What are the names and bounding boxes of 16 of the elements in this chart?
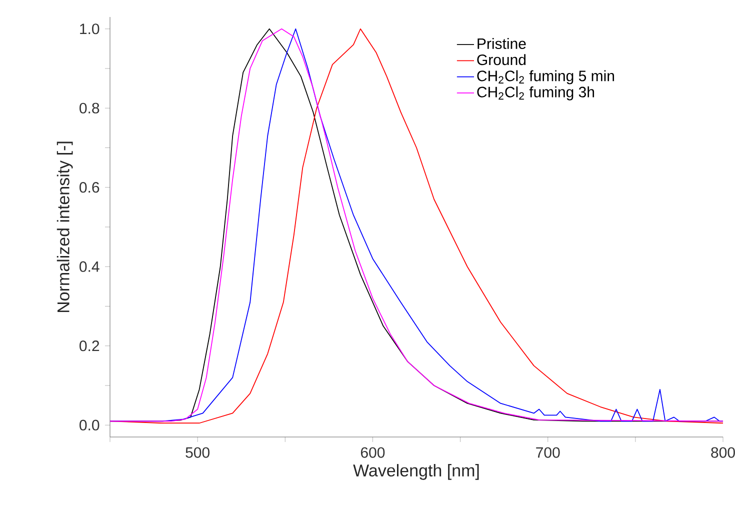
legend-label: CH$_{2}$Cl$_{2}$ fuming 3h (477, 86, 594, 100)
y-tick-label: 0.2 (80, 340, 100, 352)
x-tick-label: 800 (711, 447, 735, 458)
y-tick-label: 1.0 (80, 24, 100, 34)
y-tick-label: 0.8 (80, 102, 100, 114)
legend-label: CH$_{2}$Cl$_{2}$ fuming 5 min (477, 70, 614, 84)
x-tick-label: 700 (536, 447, 560, 458)
y-tick-label: 0.6 (80, 182, 100, 193)
x-tick-label: 600 (360, 447, 385, 458)
x-axis-title: Wavelength [nm] (353, 464, 479, 480)
y-axis-title: Normalized intensity [-] (56, 142, 73, 312)
legend-label: Pristine (478, 38, 526, 49)
x-tick-label: 500 (186, 447, 210, 458)
y-tick-label: 0.0 (80, 420, 100, 430)
y-tick-label: 0.4 (80, 261, 100, 272)
legend-label: Ground (477, 54, 526, 66)
